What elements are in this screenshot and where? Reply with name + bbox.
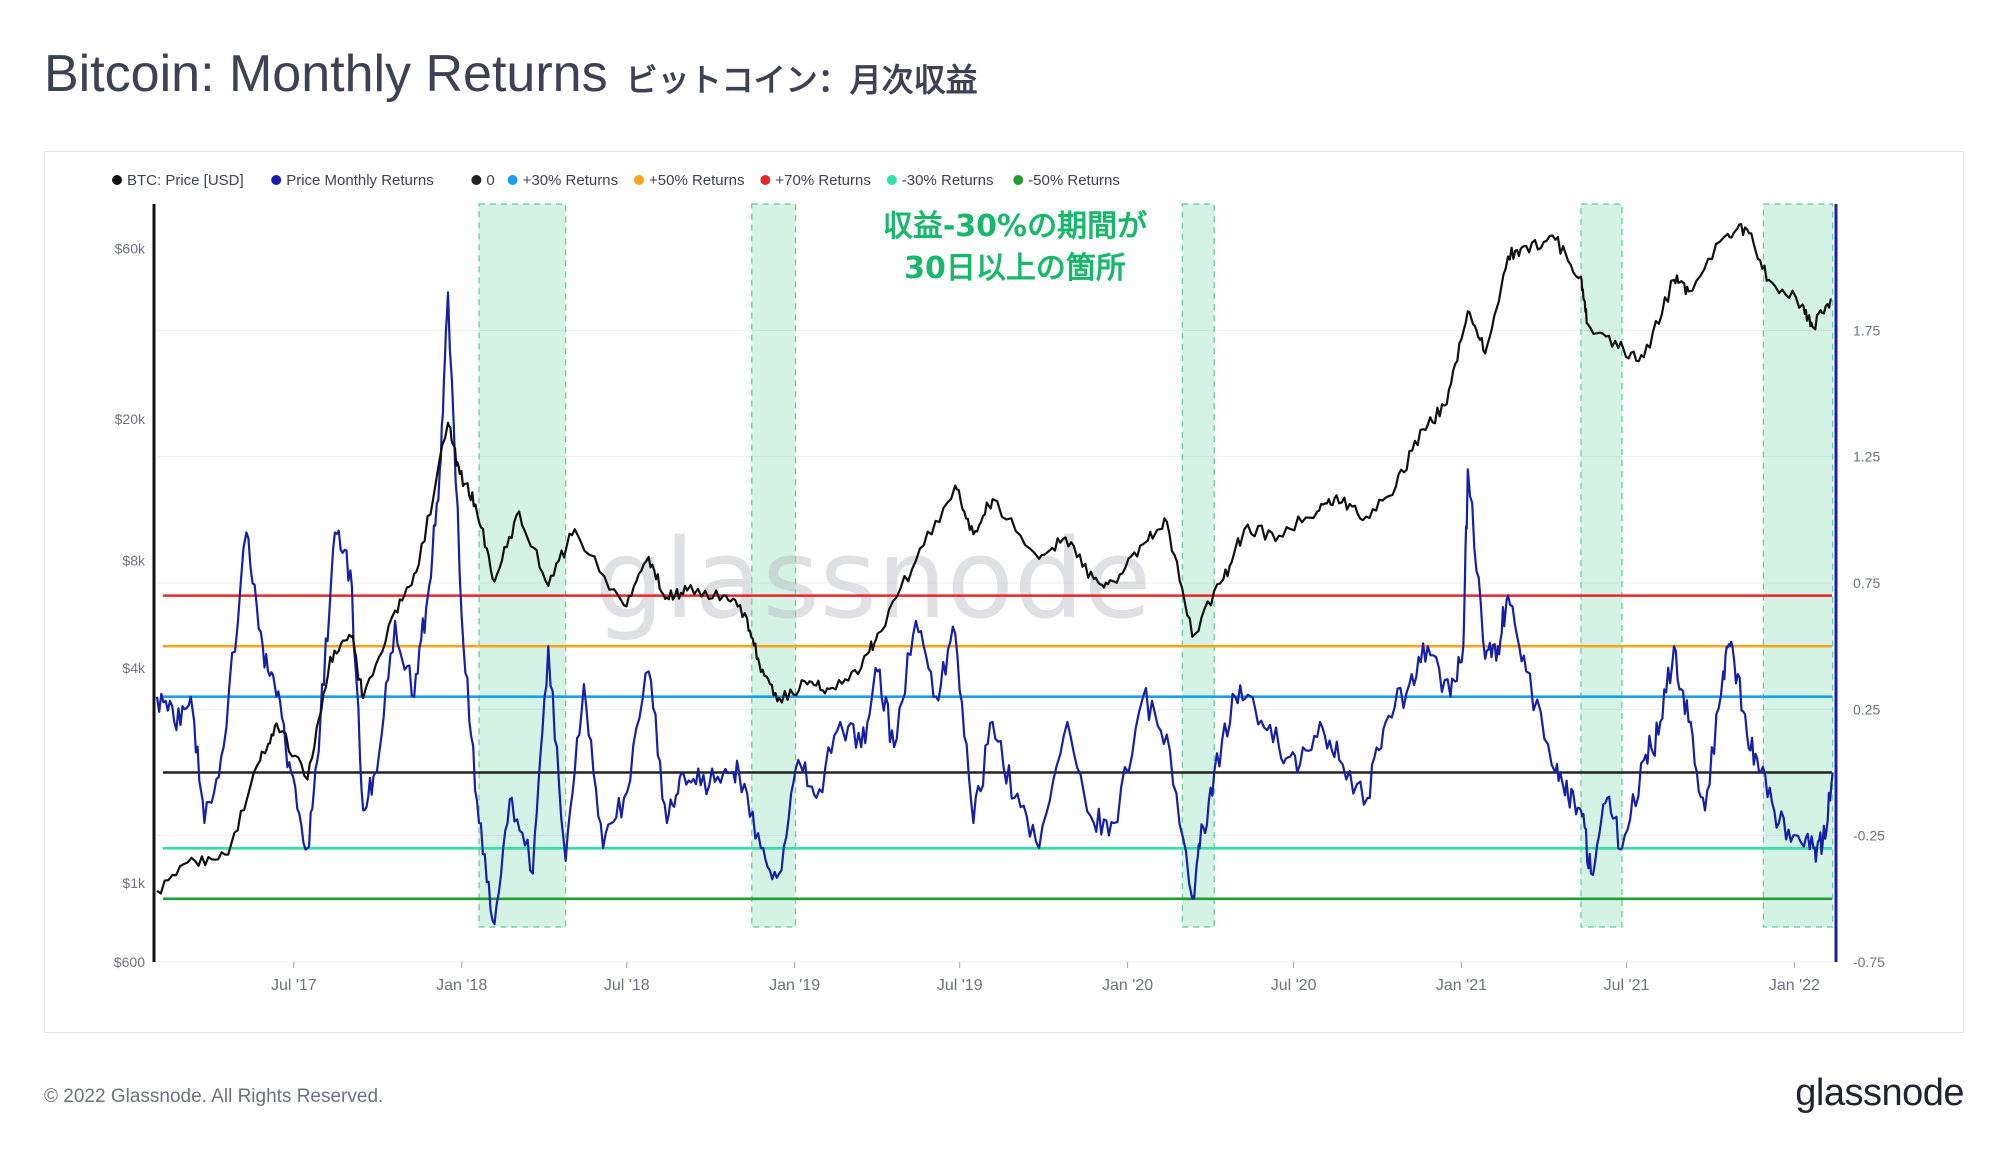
x-tick-label-2: Jul '18 bbox=[604, 977, 650, 994]
page-title-japanese: ビットコイン：月次収益 bbox=[625, 61, 978, 99]
chart-svg: glassnode $600 $1k $4k $8k $20k $60k -0.75 -0.25… bbox=[112, 172, 1885, 994]
x-tick-label-9: Jan '22 bbox=[1769, 977, 1820, 994]
page-title: Bitcoin: Monthly Returns bbox=[44, 45, 608, 103]
annotation-line-1: 収益-30%の期間が bbox=[883, 209, 1147, 244]
legend-marker-6[interactable] bbox=[886, 175, 897, 185]
glassnode-logo[interactable]: glassnode bbox=[1795, 1072, 1964, 1114]
x-tick-label-7: Jan '21 bbox=[1436, 977, 1487, 994]
right-tick-label-0: -0.75 bbox=[1853, 954, 1885, 970]
annotation-line-2: 30日以上の箇所 bbox=[904, 251, 1126, 286]
right-tick-label-4: 1.25 bbox=[1853, 449, 1880, 465]
legend-marker-4[interactable] bbox=[634, 175, 644, 185]
series-monthly-returns[interactable] bbox=[155, 291, 1834, 926]
legend-item-7[interactable]: -50% Returns bbox=[1028, 172, 1120, 189]
left-tick-label-2: $4k bbox=[122, 660, 146, 676]
right-tick-label-2: 0.25 bbox=[1853, 701, 1880, 717]
legend-item-2[interactable]: 0 bbox=[486, 172, 494, 189]
legend-item-3[interactable]: +30% Returns bbox=[523, 172, 618, 189]
right-tick-label-5: 1.75 bbox=[1853, 322, 1880, 338]
x-tick-label-4: Jul '19 bbox=[937, 977, 983, 994]
legend-item-5[interactable]: +70% Returns bbox=[775, 172, 870, 189]
right-tick-label-1: -0.25 bbox=[1853, 828, 1885, 844]
legend-item-0[interactable]: BTC: Price [USD] bbox=[127, 172, 244, 189]
shaded-period-5 bbox=[1762, 203, 1834, 928]
watermark: glassnode bbox=[595, 515, 1152, 643]
right-tick-label-3: 0.75 bbox=[1853, 575, 1880, 591]
left-tick-label-5: $60k bbox=[115, 241, 146, 257]
x-tick-label-8: Jul '21 bbox=[1604, 977, 1650, 994]
left-tick-label-3: $8k bbox=[122, 553, 146, 569]
legend-marker-5[interactable] bbox=[760, 175, 771, 185]
legend-marker-2[interactable] bbox=[471, 175, 482, 185]
legend-marker-7[interactable] bbox=[1013, 175, 1024, 185]
legend-marker-3[interactable] bbox=[507, 175, 518, 185]
title-row: Bitcoin: Monthly Returns ビットコイン：月次収益 bbox=[44, 44, 978, 114]
x-tick-label-0: Jul '17 bbox=[271, 977, 317, 994]
shaded-period-2 bbox=[751, 203, 797, 928]
left-tick-label-1: $1k bbox=[122, 875, 146, 891]
chart-panel: glassnode $600 $1k $4k $8k $20k $60k -0.75 -0.25… bbox=[44, 151, 1964, 1033]
legend-item-6[interactable]: -30% Returns bbox=[902, 172, 994, 189]
left-tick-label-0: $600 bbox=[114, 954, 145, 970]
left-tick-label-4: $20k bbox=[115, 411, 146, 427]
legend-marker-1[interactable] bbox=[271, 175, 282, 185]
copyright-text: © 2022 Glassnode. All Rights Reserved. bbox=[44, 1086, 384, 1107]
shaded-period-3 bbox=[1181, 203, 1215, 928]
x-tick-label-1: Jan '18 bbox=[436, 977, 487, 994]
x-tick-label-5: Jan '20 bbox=[1102, 977, 1153, 994]
series-btc-price[interactable] bbox=[156, 223, 1832, 895]
legend-item-1[interactable]: Price Monthly Returns bbox=[286, 172, 434, 189]
legend-marker-0[interactable] bbox=[112, 175, 122, 185]
legend-item-4[interactable]: +50% Returns bbox=[649, 172, 744, 189]
x-tick-label-3: Jan '19 bbox=[769, 977, 820, 994]
shaded-period-1 bbox=[478, 203, 567, 928]
x-tick-label-6: Jul '20 bbox=[1271, 977, 1317, 994]
